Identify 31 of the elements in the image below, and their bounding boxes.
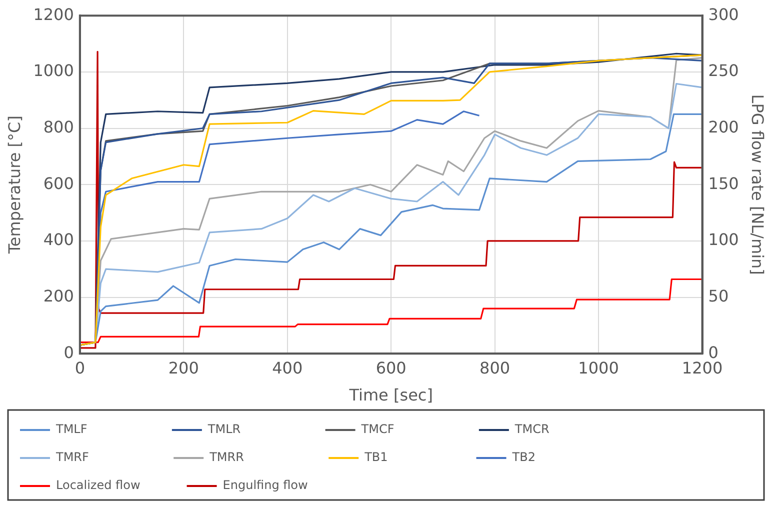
y-axis-title: Temperature [°C] <box>4 116 24 255</box>
x-tick-label: 400 <box>272 358 303 378</box>
y-tick-label: 0 <box>64 342 74 362</box>
x-tick-label: 600 <box>376 358 406 378</box>
y2-tick-label: 250 <box>708 61 739 80</box>
legend-label: Localized flow <box>56 478 171 492</box>
y2-tick-label: 100 <box>708 230 739 250</box>
x-tick-label: 200 <box>168 358 199 378</box>
y-tick-label: 400 <box>43 230 74 250</box>
y2-axis-title: LPG flow rate [NL/min] <box>748 94 768 275</box>
y2-tick-label: 50 <box>708 286 729 306</box>
legend-label: TMLF <box>55 422 156 436</box>
y-tick-label: 200 <box>43 286 74 306</box>
x-tick-label: 800 <box>480 358 510 378</box>
y2-tick-label: 150 <box>708 174 739 193</box>
y2-tick-label: 200 <box>708 117 739 136</box>
legend-label: TMCR <box>514 422 618 436</box>
legend-label: TMLR <box>206 422 310 436</box>
y-tick-label: 800 <box>43 117 74 136</box>
legend-label: TMRF <box>55 450 158 464</box>
legend-label: TMRR <box>208 450 313 464</box>
legend-label: TB2 <box>511 450 608 464</box>
y2-tick-label: 300 <box>708 4 739 24</box>
y-tick-label: 600 <box>43 174 74 193</box>
y-tick-label: 1200 <box>33 4 74 24</box>
legend-label: Engulfing flow <box>222 478 338 492</box>
x-axis-title: Time [sec] <box>348 386 433 405</box>
x-tick-label: 1000 <box>578 358 619 378</box>
legend-label: TB1 <box>364 450 460 464</box>
legend-label: TMCF <box>360 422 463 436</box>
y-tick-label: 1000 <box>33 61 74 80</box>
